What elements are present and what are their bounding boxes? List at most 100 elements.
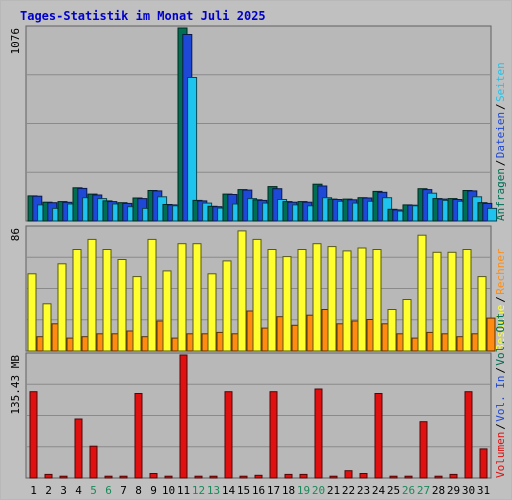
bar-volumen-day-6 xyxy=(104,475,113,479)
bar-besuche-day-4 xyxy=(72,249,82,352)
bar-besuche-day-31 xyxy=(477,276,487,352)
day-label-20: 20 xyxy=(312,484,325,497)
day-label-22: 22 xyxy=(342,484,355,497)
bar-volumen-day-20 xyxy=(314,388,323,479)
bar-besuche-day-8 xyxy=(132,276,142,352)
bar-volumen-day-3 xyxy=(59,475,68,479)
day-label-18: 18 xyxy=(282,484,295,497)
bar-besuche-day-2 xyxy=(42,303,52,352)
day-label-4: 4 xyxy=(75,484,82,497)
day-label-5: 5 xyxy=(90,484,97,497)
day-label-12: 12 xyxy=(192,484,205,497)
day-label-15: 15 xyxy=(237,484,250,497)
side-separator: / xyxy=(494,296,507,303)
side-label-besuche: Besuche xyxy=(494,305,507,351)
bar-besuche-day-29 xyxy=(447,251,457,352)
bar-volumen-day-19 xyxy=(299,473,308,479)
bar-besuche-day-12 xyxy=(192,243,202,352)
bar-volumen-day-16 xyxy=(254,474,263,479)
bar-volumen-day-25 xyxy=(389,475,398,479)
day-label-10: 10 xyxy=(162,484,175,497)
bar-volumen-day-21 xyxy=(329,475,338,479)
bar-volumen-day-18 xyxy=(284,473,293,479)
bar-besuche-day-14 xyxy=(222,260,232,352)
bar-volumen-day-5 xyxy=(89,445,98,479)
bar-besuche-day-30 xyxy=(462,249,472,352)
bar-besuche-day-13 xyxy=(207,273,217,352)
chart-title: Tages-Statistik im Monat Juli 2025 xyxy=(20,9,266,23)
side-separator: / xyxy=(494,423,507,430)
day-label-27: 27 xyxy=(417,484,430,497)
bar-besuche-day-17 xyxy=(267,249,277,352)
day-label-6: 6 xyxy=(105,484,112,497)
day-label-1: 1 xyxy=(30,484,37,497)
bar-volumen-day-17 xyxy=(269,391,278,479)
day-label-7: 7 xyxy=(120,484,127,497)
day-label-24: 24 xyxy=(372,484,386,497)
bar-besuche-day-9 xyxy=(147,238,157,352)
panel-1-ymax-label: 1076 xyxy=(9,28,22,55)
bar-volumen-day-26 xyxy=(404,475,413,479)
side-label-vol-in: Vol. In xyxy=(494,375,507,421)
day-label-29: 29 xyxy=(447,484,460,497)
side-label-dateien: Dateien xyxy=(494,112,507,158)
bar-besuche-day-26 xyxy=(402,299,412,352)
side-label-vol-out: Vol. Out xyxy=(494,313,507,366)
bar-besuche-day-18 xyxy=(282,256,292,352)
side-separator: / xyxy=(494,103,507,110)
side-label-rechner: Rechner xyxy=(494,248,507,295)
panel-2-ymax-label: 86 xyxy=(9,228,22,241)
day-label-9: 9 xyxy=(150,484,157,497)
bar-besuche-day-5 xyxy=(87,238,97,352)
bar-volumen-day-10 xyxy=(164,475,173,479)
day-label-2: 2 xyxy=(45,484,52,497)
bar-volumen-day-27 xyxy=(419,421,428,479)
bar-volumen-day-14 xyxy=(224,391,233,479)
day-label-14: 14 xyxy=(222,484,236,497)
side-label-seiten: Seiten xyxy=(494,62,507,102)
bar-volumen-day-2 xyxy=(44,473,53,479)
bar-besuche-day-6 xyxy=(102,249,112,352)
bar-volumen-day-8 xyxy=(134,393,143,479)
bar-besuche-day-27 xyxy=(417,234,427,352)
bar-besuche-day-28 xyxy=(432,251,442,352)
bar-volumen-day-9 xyxy=(149,473,158,479)
day-label-17: 17 xyxy=(267,484,280,497)
day-label-23: 23 xyxy=(357,484,370,497)
side-separator: / xyxy=(494,160,507,167)
side-label-anfragen: Anfragen xyxy=(494,168,507,221)
bar-besuche-day-22 xyxy=(342,250,352,352)
bar-besuche-day-3 xyxy=(57,263,67,352)
side-label-volumen: Volumen xyxy=(494,432,507,478)
day-label-16: 16 xyxy=(252,484,265,497)
bar-rechner-day-31 xyxy=(486,317,496,352)
bar-volumen-day-7 xyxy=(119,475,128,479)
bar-besuche-day-24 xyxy=(372,249,382,352)
bar-volumen-day-13 xyxy=(209,475,218,479)
day-label-11: 11 xyxy=(177,484,190,497)
side-separator: / xyxy=(494,367,507,374)
day-label-21: 21 xyxy=(327,484,340,497)
bar-volumen-day-28 xyxy=(434,475,443,479)
day-label-31: 31 xyxy=(477,484,490,497)
bar-besuche-day-1 xyxy=(27,273,37,352)
day-label-8: 8 xyxy=(135,484,142,497)
bar-volumen-day-1 xyxy=(29,391,38,479)
bar-volumen-day-31 xyxy=(479,448,488,479)
bar-volumen-day-15 xyxy=(239,475,248,479)
bar-besuche-day-7 xyxy=(117,259,127,352)
bar-volumen-day-11 xyxy=(179,354,188,479)
bar-besuche-day-20 xyxy=(312,243,322,352)
bar-besuche-day-19 xyxy=(297,249,307,352)
bar-besuche-day-23 xyxy=(357,247,367,352)
bar-seiten-day-31 xyxy=(487,207,498,222)
bar-volumen-day-24 xyxy=(374,393,383,479)
bar-volumen-day-22 xyxy=(344,470,353,479)
day-label-13: 13 xyxy=(207,484,220,497)
day-label-30: 30 xyxy=(462,484,475,497)
bar-volumen-day-12 xyxy=(194,475,203,479)
bar-besuche-day-21 xyxy=(327,246,337,352)
bar-besuche-day-11 xyxy=(177,243,187,352)
